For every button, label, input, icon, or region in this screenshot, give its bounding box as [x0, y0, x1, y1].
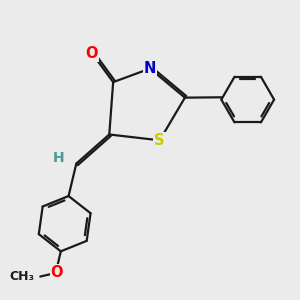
- Text: N: N: [144, 61, 156, 76]
- Text: S: S: [154, 133, 165, 148]
- Text: H: H: [53, 151, 65, 165]
- Text: CH₃: CH₃: [9, 270, 34, 283]
- Text: O: O: [85, 46, 98, 61]
- Text: O: O: [51, 265, 63, 280]
